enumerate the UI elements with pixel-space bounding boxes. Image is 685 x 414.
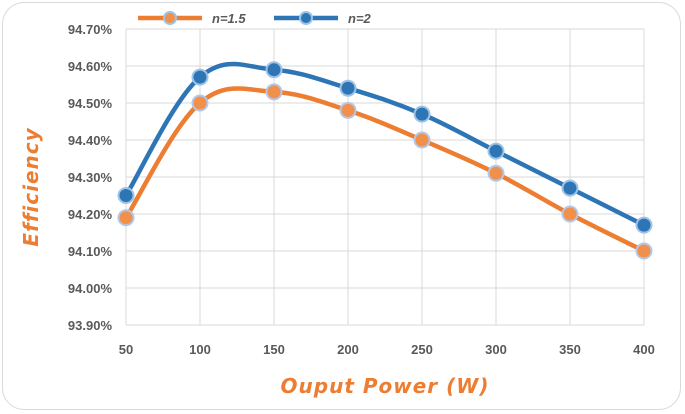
legend: n=1.5 n=2 <box>138 11 372 26</box>
data-point-n-1-5 <box>561 205 579 223</box>
x-tick-label: 250 <box>411 342 433 357</box>
y-tick-label: 93.90% <box>68 318 113 333</box>
data-point-n-1-5 <box>339 101 357 119</box>
y-tick-label: 94.70% <box>68 22 113 37</box>
x-tick-label: 100 <box>189 342 211 357</box>
data-point-n-2 <box>191 68 209 86</box>
y-tick-label: 94.10% <box>68 244 113 259</box>
legend-marker-n-1-5 <box>163 11 177 25</box>
x-tick-label: 150 <box>263 342 285 357</box>
x-tick-labels: 50 100 150 200 250 300 350 400 <box>119 342 655 357</box>
gridlines <box>125 28 645 326</box>
data-point-n-2 <box>117 187 135 204</box>
data-point-n-2 <box>487 142 505 160</box>
x-tick-label: 50 <box>119 342 133 357</box>
legend-label-n-1-5: n=1.5 <box>212 11 246 26</box>
legend-marker-n-2 <box>299 11 313 25</box>
x-tick-label: 400 <box>633 342 655 357</box>
data-point-n-1-5 <box>413 131 431 149</box>
data-point-n-2 <box>339 79 357 97</box>
x-tick-label: 300 <box>485 342 507 357</box>
series-markers <box>117 61 653 260</box>
x-tick-label: 350 <box>559 342 581 357</box>
data-point-n-1-5 <box>635 242 653 260</box>
x-tick-label: 200 <box>337 342 359 357</box>
data-point-n-2 <box>265 61 283 79</box>
series-lines <box>123 61 647 254</box>
data-point-n-1-5 <box>191 94 209 112</box>
series-line-n-1-5 <box>123 86 647 254</box>
y-tick-label: 94.60% <box>68 59 113 74</box>
series-line-n-2 <box>123 61 647 228</box>
data-point-n-1-5 <box>487 164 505 182</box>
x-axis-title: Ouput Power (W) <box>281 374 490 398</box>
y-axis-title: Efficiency <box>19 127 43 246</box>
y-tick-label: 94.30% <box>68 170 113 185</box>
data-point-n-2 <box>561 179 579 197</box>
data-point-n-2 <box>635 216 653 234</box>
legend-label-n-2: n=2 <box>348 11 372 26</box>
y-tick-labels: 93.90% 94.00% 94.10% 94.20% 94.30% 94.40% 94.5… <box>68 22 113 333</box>
data-point-n-2 <box>413 105 431 123</box>
data-point-n-1-5 <box>117 209 135 227</box>
y-tick-label: 94.20% <box>68 207 113 222</box>
y-tick-label: 94.50% <box>68 96 113 111</box>
y-tick-label: 94.40% <box>68 133 113 148</box>
y-tick-label: 94.00% <box>68 281 113 296</box>
data-point-n-1-5 <box>265 83 283 101</box>
